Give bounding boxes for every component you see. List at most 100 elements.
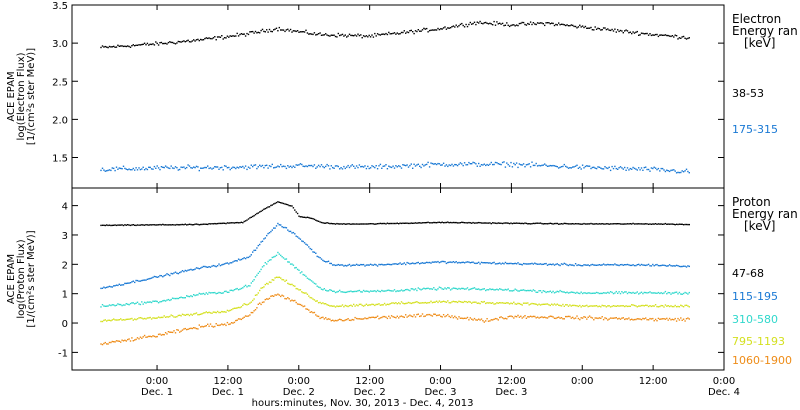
data-point [274, 255, 276, 258]
legend-title: [keV] [744, 219, 775, 233]
data-point [372, 223, 375, 225]
data-point [612, 223, 615, 225]
data-point [657, 35, 660, 38]
data-point [242, 304, 244, 306]
data-point [536, 165, 539, 167]
data-point [660, 264, 662, 267]
data-point [556, 290, 558, 293]
data-point [615, 167, 617, 170]
data-point [285, 29, 288, 31]
data-point [316, 33, 318, 36]
data-point [254, 213, 257, 216]
data-point [542, 223, 544, 225]
data-point [531, 302, 533, 305]
data-point [375, 264, 377, 266]
data-point [332, 319, 334, 321]
data-point [101, 287, 104, 289]
data-point [565, 263, 567, 265]
data-point [528, 23, 530, 25]
data-point [280, 277, 282, 279]
data-point [273, 295, 275, 297]
data-point [556, 263, 558, 265]
data-point [291, 31, 293, 33]
data-point [503, 289, 505, 291]
data-point [590, 26, 592, 29]
data-point [531, 23, 533, 26]
data-point [284, 165, 286, 168]
data-point [403, 30, 405, 32]
data-point [670, 305, 672, 307]
data-point [472, 287, 474, 289]
data-point [556, 222, 558, 225]
data-point [186, 270, 188, 272]
data-point [235, 222, 237, 224]
data-point [513, 317, 515, 319]
data-point [393, 289, 396, 291]
data-point [560, 317, 563, 319]
data-point [508, 290, 511, 292]
data-point [504, 24, 507, 26]
data-point [639, 223, 641, 225]
data-point [621, 305, 623, 307]
data-point [141, 224, 143, 226]
data-point [386, 289, 389, 292]
data-point [108, 341, 111, 344]
data-point [365, 264, 368, 266]
data-point [180, 315, 182, 317]
data-point [581, 223, 584, 225]
data-point [216, 324, 219, 326]
data-point [369, 36, 372, 38]
data-point [319, 165, 321, 168]
data-point [461, 163, 463, 165]
panel-frame [71, 187, 725, 371]
data-point [292, 231, 295, 234]
data-point [294, 209, 296, 211]
series-175-315 [100, 161, 690, 174]
data-point [240, 258, 243, 261]
data-point [642, 169, 644, 171]
data-point [677, 293, 679, 295]
data-point [120, 224, 122, 226]
data-point [607, 263, 609, 266]
data-point [341, 33, 344, 36]
data-point [489, 163, 491, 165]
data-point [424, 222, 426, 224]
data-point [428, 166, 431, 168]
data-point [507, 163, 509, 166]
data-point [315, 252, 317, 254]
data-point [205, 266, 207, 268]
data-point [466, 316, 469, 319]
data-point [598, 292, 601, 295]
data-point [327, 318, 330, 320]
data-point [398, 165, 400, 167]
data-point [101, 167, 104, 169]
data-point [666, 169, 668, 171]
data-point [485, 262, 487, 264]
data-point [678, 319, 681, 321]
data-point [292, 207, 295, 209]
data-point [451, 26, 453, 28]
data-point [292, 300, 295, 302]
data-point [583, 264, 585, 266]
data-point [181, 166, 184, 169]
data-point [445, 301, 448, 303]
data-point [285, 258, 288, 260]
data-point [336, 305, 338, 307]
data-point [423, 302, 425, 304]
data-point [341, 319, 344, 322]
data-point [171, 167, 174, 169]
data-point [437, 301, 439, 304]
data-point [586, 165, 588, 167]
data-point [626, 305, 629, 308]
data-point [560, 23, 563, 25]
data-point [486, 289, 488, 291]
data-point [340, 305, 342, 307]
data-point [615, 305, 617, 307]
data-point [527, 302, 529, 304]
data-point [583, 26, 585, 29]
data-point [565, 315, 567, 318]
data-point [538, 222, 540, 224]
data-point [152, 224, 154, 226]
data-point [645, 32, 647, 35]
data-point [212, 37, 215, 39]
